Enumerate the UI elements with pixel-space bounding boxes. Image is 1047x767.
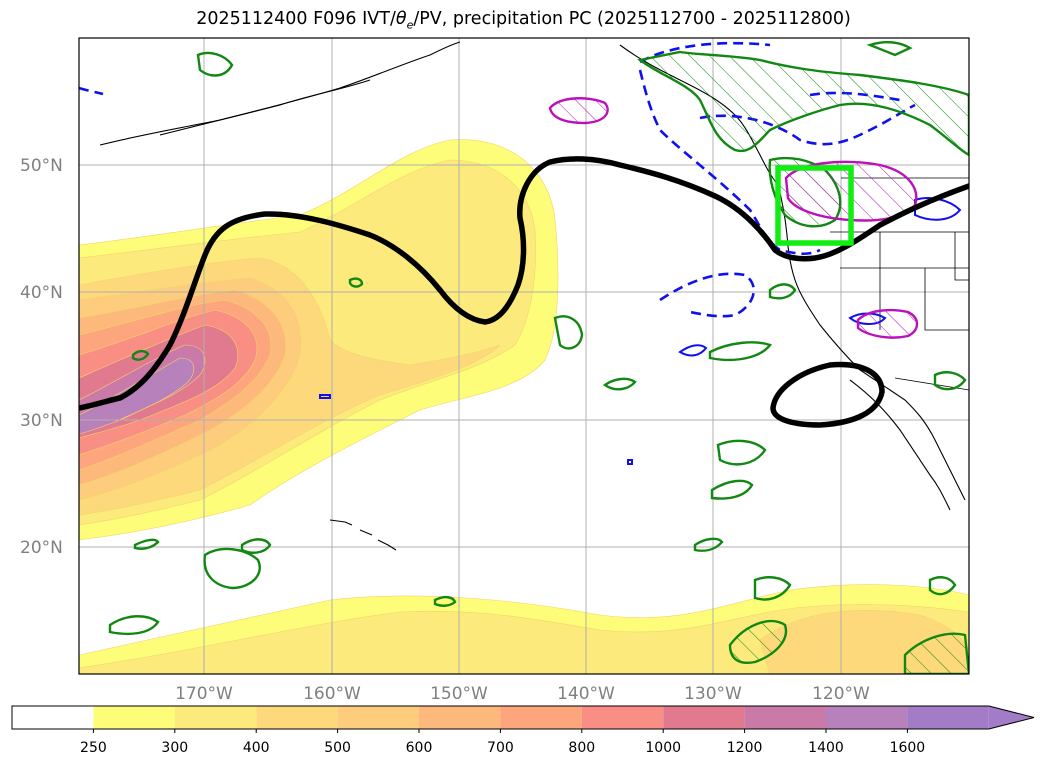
precip-small-3 bbox=[602, 377, 637, 391]
colorbar-label-300: 300 bbox=[161, 740, 188, 756]
precip-small-14 bbox=[133, 538, 160, 550]
theta-e-dashed-left bbox=[79, 86, 104, 96]
colorbar-label-700: 700 bbox=[487, 740, 514, 756]
colorbar-ticks bbox=[92, 729, 908, 733]
theta-e-dashed-coast bbox=[638, 69, 821, 256]
longitude-labels: 170°W 160°W 150°W 140°W 130°W 120°W bbox=[175, 684, 870, 704]
theta-e-solid-blob-1 bbox=[678, 344, 708, 357]
baja-coast bbox=[849, 379, 951, 511]
theta-e-solid-blob-5 bbox=[627, 459, 633, 465]
colorbar-outline bbox=[11, 705, 1035, 730]
precip-small-13 bbox=[108, 615, 160, 636]
colorbar-label-500: 500 bbox=[324, 740, 351, 756]
colorbar-label-1400: 1400 bbox=[808, 740, 844, 756]
precip-small-19 bbox=[933, 371, 967, 391]
precip-small-9 bbox=[728, 619, 788, 664]
lon-label-160w: 160°W bbox=[303, 684, 361, 704]
precip-small-17 bbox=[131, 349, 150, 361]
lon-label-140w: 140°W bbox=[557, 684, 615, 704]
pv-main-contour bbox=[79, 156, 969, 411]
colorbar-label-400: 400 bbox=[243, 740, 270, 756]
lon-label-130w: 130°W bbox=[684, 684, 742, 704]
lon-label-170w: 170°W bbox=[175, 684, 233, 704]
state-borders bbox=[830, 177, 969, 391]
lat-label-30: 30°N bbox=[20, 411, 63, 431]
west-coast bbox=[777, 184, 966, 501]
colorbar-label-1000: 1000 bbox=[645, 740, 681, 756]
precip-north-large bbox=[637, 50, 969, 157]
latitude-labels: 50°N 40°N 30°N 20°N bbox=[20, 156, 63, 558]
colorbar-swatch-0 bbox=[12, 706, 94, 729]
colorbar-label-1600: 1600 bbox=[890, 740, 926, 756]
theta-e-solid-blob-3 bbox=[914, 197, 962, 221]
theta-e-dashed-offshore bbox=[659, 272, 755, 318]
precip-small-20 bbox=[768, 283, 797, 300]
precip-small-7 bbox=[693, 537, 724, 552]
lat-label-50: 50°N bbox=[20, 156, 63, 176]
colorbar-swatch-7 bbox=[581, 706, 664, 729]
colorbar-labels: 250 300 400 500 600 700 800 1000 1200 14… bbox=[80, 740, 925, 756]
target-region-box bbox=[775, 165, 854, 246]
colorbar-swatch-2 bbox=[174, 706, 257, 729]
magenta-south bbox=[856, 308, 919, 339]
precip-small-18 bbox=[928, 576, 957, 596]
lon-label-150w: 150°W bbox=[430, 684, 488, 704]
precip-small-1 bbox=[196, 51, 234, 77]
lat-label-20: 20°N bbox=[20, 538, 63, 558]
colorbar-swatch-11 bbox=[907, 706, 989, 729]
precip-small-10 bbox=[903, 632, 969, 674]
map-panel bbox=[79, 38, 969, 674]
precip-small-15 bbox=[433, 595, 457, 607]
colorbar-label-600: 600 bbox=[406, 740, 433, 756]
magenta-north bbox=[548, 97, 609, 125]
colorbar: 250 300 400 500 600 700 800 1000 1200 14… bbox=[11, 705, 1035, 756]
precip-small-8 bbox=[753, 576, 792, 601]
graticule bbox=[79, 38, 969, 674]
colorbar-label-1200: 1200 bbox=[727, 740, 763, 756]
precip-pc-contours bbox=[108, 40, 969, 674]
aleutian-coast-inner bbox=[159, 79, 371, 136]
colorbar-swatch-10 bbox=[826, 706, 908, 729]
colorbar-swatch-6 bbox=[500, 706, 582, 729]
colorbar-swatches bbox=[12, 706, 989, 729]
map-title: 2025112400 F096 IVT/θe/PV, precipitation… bbox=[196, 9, 851, 32]
pv-closed-low bbox=[770, 361, 885, 428]
colorbar-swatch-8 bbox=[663, 706, 745, 729]
colorbar-label-250: 250 bbox=[80, 740, 107, 756]
precip-small-6 bbox=[710, 479, 754, 500]
precip-small-21 bbox=[866, 40, 913, 57]
precip-small-4 bbox=[708, 341, 772, 362]
colorbar-swatch-9 bbox=[744, 706, 826, 729]
precip-small-16 bbox=[348, 277, 364, 288]
lat-label-40: 40°N bbox=[20, 283, 63, 303]
pv-contours bbox=[79, 156, 969, 428]
precip-small-5 bbox=[716, 439, 767, 466]
colorbar-swatch-5 bbox=[419, 706, 501, 729]
theta-e-solid-blob-4 bbox=[319, 394, 331, 399]
precip-small-2 bbox=[553, 315, 584, 350]
precip-small-11 bbox=[203, 547, 261, 590]
precip-small-12 bbox=[240, 538, 272, 554]
colorbar-label-800: 800 bbox=[568, 740, 595, 756]
lon-label-120w: 120°W bbox=[812, 684, 870, 704]
colorbar-swatch-3 bbox=[256, 706, 338, 729]
map-frame bbox=[78, 37, 970, 675]
colorbar-swatch-4 bbox=[337, 706, 419, 729]
colorbar-swatch-1 bbox=[93, 706, 175, 729]
colorbar-extend-arrow bbox=[988, 706, 1034, 729]
hawaii bbox=[329, 519, 397, 551]
